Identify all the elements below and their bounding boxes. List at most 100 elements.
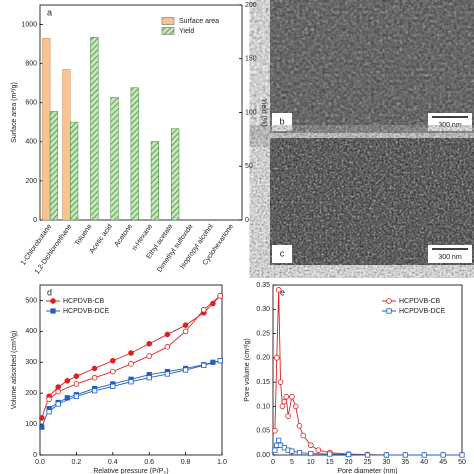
marker — [128, 350, 134, 356]
y-tick-label: 0.20 — [256, 355, 270, 362]
marker — [345, 451, 352, 458]
bar — [171, 128, 180, 221]
panel-label: c — [280, 248, 285, 258]
y2-tick-label: 0 — [245, 217, 249, 224]
marker — [50, 298, 56, 304]
bar — [90, 37, 99, 221]
marker — [272, 447, 278, 453]
marker — [55, 388, 61, 395]
y-tick-label: 0 — [33, 452, 37, 459]
marker — [315, 447, 322, 453]
marker — [110, 383, 116, 389]
legend-swatch — [161, 17, 175, 25]
x-tick-label: 40 — [420, 459, 428, 466]
marker — [64, 378, 71, 384]
x-tick-label: 50 — [458, 459, 466, 466]
marker — [92, 388, 98, 394]
marker — [73, 373, 80, 379]
series-line — [274, 289, 387, 456]
marker — [402, 452, 408, 458]
x-tick-label: 0.2 — [72, 459, 82, 466]
scale-bar-label: 300 nm — [438, 254, 462, 261]
y-tick-label: 800 — [25, 60, 37, 67]
y-axis-label: Surface area (m²/g) — [11, 82, 18, 143]
marker — [164, 371, 170, 377]
y2-tick-label: 50 — [245, 163, 253, 170]
chart-panel: e 0.00 0.05 0.10 0.15 0.20 0.25 0.30 0.35 0 5 10 15 2… — [244, 282, 466, 474]
chart-panel: d 0 100 200 300 400 500 0.0 0.2 0.4 0.6 0.8 1.0 Volum… — [11, 284, 227, 474]
marker — [300, 432, 307, 439]
y-tick-label: 0.10 — [256, 403, 270, 410]
x-tick-label: Acetone — [114, 223, 135, 248]
marker — [110, 368, 116, 375]
legend-marker — [386, 308, 392, 314]
bar — [110, 97, 119, 221]
x-axis-label: Relative pressure (P/P₀) — [93, 468, 168, 474]
x-tick-label: 0.8 — [181, 459, 191, 466]
marker — [421, 452, 427, 458]
marker — [285, 413, 291, 419]
marker — [276, 437, 282, 444]
marker — [146, 340, 153, 347]
marker — [146, 353, 153, 359]
marker — [146, 375, 152, 381]
series-line — [48, 360, 221, 413]
y-tick-label: 100 — [25, 421, 37, 428]
panel-label: a — [47, 7, 52, 17]
x-tick-label: 5 — [290, 459, 294, 466]
bar — [62, 69, 71, 221]
x-tick-label: 0.6 — [144, 459, 154, 466]
marker — [272, 427, 278, 434]
y-tick-label: 0 — [33, 217, 37, 224]
marker — [128, 379, 134, 385]
y-tick-label: 0.25 — [256, 330, 270, 337]
y-axis-label: Volume adsorbed (cm³/g) — [11, 331, 18, 410]
x-tick-label: 10 — [307, 459, 315, 466]
marker — [73, 381, 80, 387]
y-tick-label: 0.05 — [256, 428, 270, 435]
bar — [70, 121, 79, 221]
y-axis-label: Pore volume (cm³/g) — [244, 338, 251, 401]
x-tick-label: 0.4 — [108, 459, 118, 466]
legend-marker — [386, 298, 392, 304]
marker — [39, 424, 45, 430]
legend-marker — [50, 308, 56, 314]
x-tick-label: 1,2-Dichloroethane — [34, 223, 74, 276]
marker — [308, 450, 314, 457]
legend-label: HCPDVB-DCE — [399, 308, 446, 315]
marker — [91, 374, 98, 381]
marker — [386, 308, 392, 314]
legend-label: HCPDVB-CB — [63, 298, 105, 305]
panel-label: e — [280, 287, 285, 297]
y-tick-label: 1000 — [21, 21, 37, 28]
y2-tick-label: 150 — [245, 56, 257, 63]
marker — [296, 423, 303, 429]
marker — [440, 452, 446, 458]
marker — [459, 452, 465, 458]
chart-panel: a 0 200 400 600 800 1000 0 50 100 150 200 Surface ar… — [11, 2, 267, 276]
panel-label: b — [279, 116, 284, 126]
marker — [39, 415, 45, 421]
marker — [383, 452, 390, 458]
y-tick-label: 300 — [25, 359, 37, 366]
marker — [217, 358, 223, 364]
legend-marker — [50, 298, 56, 304]
marker — [46, 396, 52, 403]
plot-frame — [39, 284, 223, 456]
panel-label: d — [47, 287, 52, 297]
bar — [42, 37, 51, 221]
y-tick-label: 200 — [25, 178, 37, 185]
x-tick-label: Toluene — [74, 223, 94, 247]
marker — [91, 365, 98, 372]
marker — [289, 448, 295, 454]
x-tick-label: 35 — [401, 459, 409, 466]
x-tick-label: 1.0 — [217, 459, 227, 466]
legend-label: Surface area — [179, 18, 219, 25]
marker — [307, 442, 314, 449]
marker — [277, 379, 284, 385]
y-tick-label: 0.35 — [256, 282, 270, 289]
bar — [150, 141, 160, 221]
y-tick-label: 0.30 — [256, 306, 270, 313]
x-tick-label: 0.0 — [35, 459, 45, 466]
